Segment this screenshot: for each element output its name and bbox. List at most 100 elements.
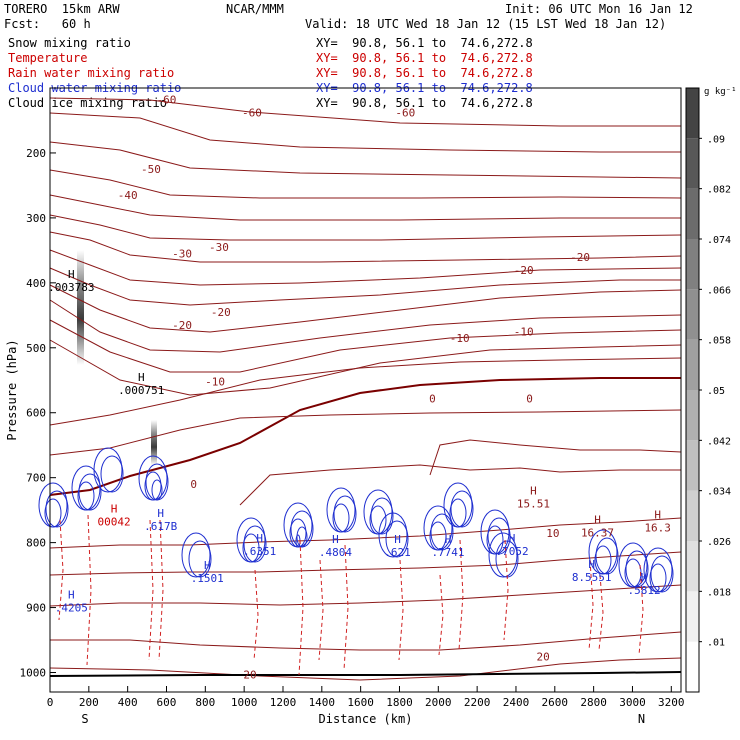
x-tick-label: 2000 [425, 696, 452, 709]
temperature-contour-label: -50 [141, 163, 161, 176]
temperature-contour-label: -10 [514, 326, 534, 339]
rain-water-contour [253, 569, 259, 661]
x-tick-label: 1000 [231, 696, 258, 709]
temperature-contour-label: 0 [429, 392, 436, 405]
colorbar-tick-label: .09 [707, 134, 725, 145]
rain-water-contour [588, 559, 594, 651]
temperature-contour-label: -30 [209, 241, 229, 254]
temperature-contour-label: 10 [546, 527, 559, 540]
maximum-value: 16.37 [581, 527, 614, 540]
maximum-value: .7741 [431, 546, 464, 559]
maximum-marker: H [68, 588, 75, 601]
x-tick-label: 3200 [658, 696, 685, 709]
cloud-water-contour [594, 545, 612, 575]
cloud-water-contour [296, 526, 308, 548]
cloud-water-contour [78, 473, 102, 511]
cloud-water-contour [486, 525, 504, 555]
y-tick-label: 1000 [20, 667, 47, 680]
header-org: NCAR/MMM [226, 2, 284, 16]
cloud-water-contour [625, 550, 649, 588]
maximum-marker: H [138, 371, 145, 384]
header-fcst: Fcst: 60 h [4, 17, 91, 31]
cloud-water-contour [385, 520, 409, 558]
maximum-marker: H [204, 559, 211, 572]
x-tick-label: 1800 [386, 696, 413, 709]
maximum-value: .1501 [191, 572, 224, 585]
colorbar-segment [686, 239, 699, 290]
x-tick-label: 1400 [309, 696, 336, 709]
cloud-water-contour [649, 563, 667, 593]
y-tick-label: 500 [26, 342, 46, 355]
field-cloud-ice-xy: XY= 90.8, 56.1 to 74.6,272.8 [316, 96, 533, 110]
rain-water-contour [86, 514, 92, 666]
cloud-water-contour [151, 479, 163, 501]
cloud-water-contour [450, 490, 474, 528]
maximum-value: .000751 [118, 384, 164, 397]
isotherm-line [49, 214, 682, 241]
maximum-marker: H [256, 532, 263, 545]
isotherm-line [49, 517, 682, 549]
maximum-marker: H [594, 514, 601, 527]
rain-water-contour [298, 539, 304, 676]
cloud-water-contour [369, 505, 387, 535]
maximum-value: .7052 [496, 545, 529, 558]
isotherm-line [429, 439, 682, 476]
maximum-marker: H [509, 532, 516, 545]
x-end-label-south: S [81, 712, 88, 726]
x-tick-label: 200 [79, 696, 99, 709]
colorbar-tick-label: .042 [707, 436, 731, 447]
colorbar-segment [686, 490, 699, 541]
plot-frame [49, 87, 682, 693]
isotherm-line [49, 284, 682, 333]
field-cloud-ice-name: Cloud ice mixing ratio [8, 96, 167, 110]
x-tick-label: 3000 [619, 696, 646, 709]
colorbar-segment [686, 188, 699, 239]
cloud-water-contour [326, 487, 356, 533]
snow-streak [77, 250, 84, 365]
colorbar-tick-label: .018 [707, 587, 731, 598]
maximum-marker: H [394, 533, 401, 546]
maximum-marker: H [641, 571, 648, 584]
cloud-water-contour [77, 481, 95, 511]
maximum-value: .4804 [319, 546, 352, 559]
y-tick-label: 700 [26, 472, 46, 485]
temperature-contour-label: -10 [450, 332, 470, 345]
maximum-value: .6351 [243, 545, 276, 558]
temperature-contour-label: -60 [157, 94, 177, 107]
cloud-water-contour [363, 489, 393, 535]
field-temperature-name: Temperature [8, 51, 88, 65]
y-tick-label: 200 [26, 147, 46, 160]
temperature-contour-label: -20 [172, 319, 192, 332]
y-tick-label: 900 [26, 602, 46, 615]
colorbar-tick-label: .066 [707, 285, 731, 296]
cloud-water-contour [283, 502, 313, 548]
isotherm-line [49, 141, 682, 179]
rain-water-contour [148, 519, 154, 661]
maximum-value: 16.3 [644, 521, 671, 534]
isotherm-line [49, 97, 681, 127]
maximum-marker: H [530, 484, 537, 497]
isotherm-line [49, 194, 681, 221]
temperature-contour-label: -10 [205, 376, 225, 389]
rain-water-contour [638, 564, 644, 656]
cloud-water-contour [449, 498, 467, 528]
temperature-contour-label: 20 [243, 668, 256, 681]
colorbar-unit-label: g kg⁻¹ [704, 87, 737, 97]
y-tick-label: 300 [26, 212, 46, 225]
cloud-water-contour [595, 537, 619, 575]
colorbar-segment [686, 440, 699, 491]
cloud-water-contour [100, 455, 124, 493]
isotherm-line [49, 112, 681, 153]
rain-water-contour [158, 519, 164, 661]
temperature-contour-label: -20 [570, 251, 590, 264]
isotherm-line [49, 339, 682, 396]
header-init: Init: 06 UTC Mon 16 Jan 12 [505, 2, 693, 16]
maximum-marker: H [445, 533, 452, 546]
isotherm-line [49, 267, 681, 306]
cloud-water-contour [45, 490, 69, 528]
x-tick-label: 2800 [580, 696, 607, 709]
x-tick-label: 2400 [503, 696, 530, 709]
cloud-water-contour [332, 503, 350, 533]
maximum-value: .621 [384, 546, 411, 559]
